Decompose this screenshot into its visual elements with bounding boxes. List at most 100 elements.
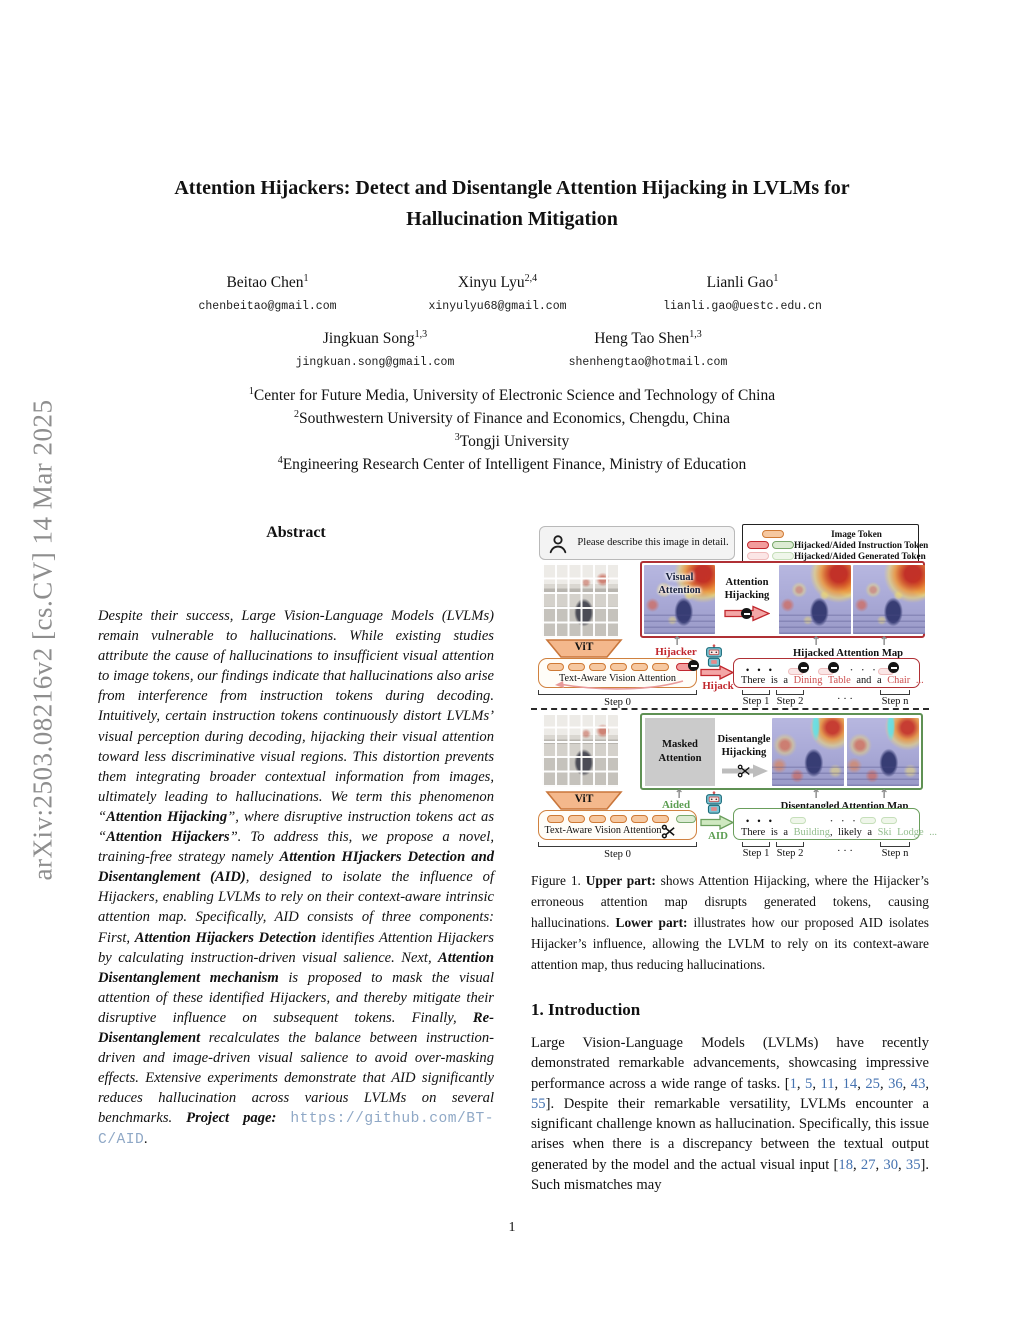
author-name: Heng Tao Shen1,3	[594, 329, 702, 348]
affiliation-line: 4Engineering Research Center of Intellig…	[277, 455, 747, 474]
vit-label: ViT	[574, 793, 594, 805]
figure1: Please describe this image in detail. Im…	[531, 518, 937, 870]
disentangled-attention-map-label: Disentangled Attention Map	[780, 801, 909, 812]
minus-icon	[888, 662, 899, 673]
step-bracket	[880, 690, 910, 695]
author-sup: 1,3	[689, 329, 702, 340]
author-email: shenhengtao@hotmail.com	[568, 356, 728, 370]
ellipsis: · · ·	[830, 816, 859, 826]
robot-icon	[702, 644, 726, 673]
image-token-pill	[568, 663, 585, 671]
title-line2: Hallucination Mitigation	[406, 208, 618, 230]
title-line1: Attention Hijackers: Detect and Disentan…	[174, 177, 850, 199]
affiliation-line: 2Southwestern University of Finance and …	[294, 409, 730, 428]
aided-sentence-box: • • • · · · There is a Building, likely …	[733, 808, 937, 840]
minus-icon	[688, 660, 699, 671]
step-label: Step n	[881, 696, 909, 707]
citation-link[interactable]: 27	[860, 1156, 876, 1173]
step-bracket	[776, 842, 804, 847]
step-bracket	[880, 842, 910, 847]
author-sup: 1	[773, 273, 779, 284]
aided-generated-pill	[881, 817, 897, 824]
author-block: Lianli Gao1 lianli.gao@uestc.edu.cn	[635, 273, 850, 313]
citation-link[interactable]: 18	[838, 1156, 853, 1173]
minus-icon	[798, 662, 809, 673]
step-bracket	[538, 690, 697, 695]
masked-attention-box: Masked Attention	[645, 718, 715, 786]
image-token-pill	[610, 815, 627, 823]
citation-link[interactable]: 43	[910, 1075, 926, 1092]
citation-link[interactable]: 5	[805, 1075, 813, 1092]
ellipsis: · · ·	[850, 665, 879, 675]
legend-label: Image Token	[831, 528, 882, 539]
up-arrow-icon: ↑	[879, 787, 890, 801]
hijacked-attention-panel: Visual Attention Attention Hijacking	[640, 561, 925, 638]
step-label: Step 2	[776, 696, 804, 707]
image-token-pill	[589, 663, 606, 671]
attention-hijacking-label: Attention Hijacking	[724, 577, 770, 601]
citation-link[interactable]: 55	[531, 1095, 546, 1112]
figure-divider	[531, 708, 929, 710]
aid-label: AID	[708, 830, 728, 842]
image-token-pill	[568, 815, 585, 823]
minus-icon	[828, 662, 839, 673]
aided-instruction-token-swatch	[772, 540, 794, 549]
legend-row: Hijacked/Aided Generated Token	[747, 550, 926, 561]
author-sup: 2,4	[524, 273, 538, 284]
hijacked-heatmap-step1	[779, 565, 851, 634]
figure-caption: Figure 1. Upper part: shows Attention Hi…	[531, 873, 929, 972]
citation-link[interactable]: 25	[865, 1075, 880, 1092]
ellipsis: • • •	[746, 816, 775, 826]
author-block: Beitao Chen1 chenbeitao@gmail.com	[160, 273, 375, 313]
author-sup: 1,3	[414, 329, 428, 340]
image-token-pill	[652, 815, 669, 823]
step-bracket	[776, 690, 804, 695]
hijacked-instruction-token-swatch	[747, 540, 769, 549]
step-label: Step 1	[742, 696, 770, 707]
step-label: Step 2	[776, 848, 804, 859]
image-token-pill	[631, 663, 648, 671]
author-sup: 1	[303, 273, 309, 284]
author-name: Jingkuan Song1,3	[322, 329, 428, 348]
citation-link[interactable]: 36	[888, 1075, 903, 1092]
author-name: Xinyu Lyu2,4	[457, 273, 538, 292]
author-block: Heng Tao Shen1,3 shenhengtao@hotmail.com	[538, 329, 758, 369]
hijack-arrow-icon	[700, 664, 735, 685]
vit-trapezoid	[545, 639, 623, 663]
citation-link[interactable]: 35	[905, 1156, 921, 1173]
step-ellipsis: · · ·	[837, 846, 853, 857]
hijacked-attention-map-label: Hijacked Attention Map	[792, 648, 904, 659]
image-token-pill	[631, 815, 648, 823]
image-token-swatch	[762, 529, 784, 538]
author-name: Lianli Gao1	[706, 273, 779, 292]
hijack-swoosh-icon	[555, 680, 684, 690]
citation-link[interactable]: 11	[820, 1075, 835, 1092]
citation-link[interactable]: 14	[842, 1075, 858, 1092]
hijacked-heatmap-stepn	[853, 565, 925, 634]
page-title: Attention Hijackers: Detect and Disentan…	[82, 173, 942, 235]
vit-label: ViT	[574, 641, 594, 653]
aided-generated-token-swatch	[772, 551, 794, 560]
citation-link[interactable]: 1	[789, 1075, 797, 1092]
visual-attention-heatmap	[644, 565, 715, 634]
ellipsis: • • •	[746, 665, 775, 675]
step-ellipsis: · · ·	[837, 694, 853, 705]
citation-link[interactable]: 30	[883, 1156, 898, 1173]
image-token-pill	[547, 815, 564, 823]
image-token-pill	[547, 663, 564, 671]
text-aware-vision-attention-box: Text-Aware Vision Attention	[538, 658, 699, 690]
image-token-pill	[610, 663, 627, 671]
image-token-pill	[652, 663, 669, 671]
step-bracket	[742, 842, 770, 847]
hijacked-sentence-box: • • • · · · There is a Dining Table and …	[733, 658, 924, 688]
step-label: Step n	[881, 848, 909, 859]
abstract-heading: Abstract	[266, 524, 326, 541]
up-arrow-icon: ↑	[879, 634, 890, 648]
intro-paragraph: Large Vision-Language Models (LVLMs) hav…	[531, 1035, 930, 1194]
section-heading: 1. Introduction	[531, 1000, 641, 1019]
project-page-link[interactable]: https://github.com/BT-C/AID	[98, 1111, 494, 1149]
author-block: Xinyu Lyu2,4 xinyulyu68@gmail.com	[390, 273, 605, 313]
disentangle-arrow-icon	[721, 763, 769, 784]
affiliation-line: 3Tongji University	[454, 432, 570, 451]
up-arrow-icon: ↑	[811, 787, 822, 801]
